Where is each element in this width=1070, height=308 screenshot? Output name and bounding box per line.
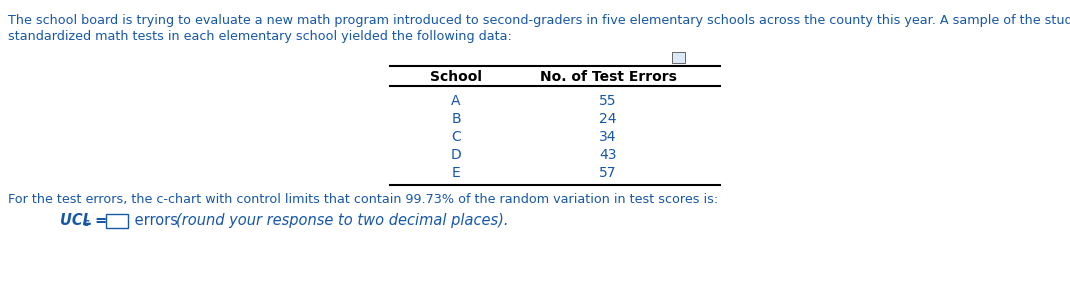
Text: A: A bbox=[452, 94, 461, 108]
Text: 43: 43 bbox=[599, 148, 616, 162]
Text: B: B bbox=[452, 112, 461, 126]
Text: 55: 55 bbox=[599, 94, 616, 108]
Text: School: School bbox=[430, 70, 482, 84]
Text: C: C bbox=[452, 130, 461, 144]
Text: E: E bbox=[452, 166, 460, 180]
Text: The school board is trying to evaluate a new math program introduced to second-g: The school board is trying to evaluate a… bbox=[7, 14, 1070, 27]
Text: D: D bbox=[450, 148, 461, 162]
Text: For the test errors, the c-chart with control limits that contain 99.73% of the : For the test errors, the c-chart with co… bbox=[7, 193, 718, 206]
Text: 24: 24 bbox=[599, 112, 616, 126]
Text: 34: 34 bbox=[599, 130, 616, 144]
Text: c: c bbox=[83, 218, 90, 228]
Text: UCL: UCL bbox=[60, 213, 92, 228]
Text: standardized math tests in each elementary school yielded the following data:: standardized math tests in each elementa… bbox=[7, 30, 511, 43]
Text: 57: 57 bbox=[599, 166, 616, 180]
Text: errors: errors bbox=[129, 213, 183, 228]
Text: No. of Test Errors: No. of Test Errors bbox=[539, 70, 676, 84]
Text: (round your response to two decimal places).: (round your response to two decimal plac… bbox=[175, 213, 508, 228]
FancyBboxPatch shape bbox=[106, 214, 128, 228]
FancyBboxPatch shape bbox=[672, 52, 685, 63]
Text: =: = bbox=[90, 213, 107, 228]
